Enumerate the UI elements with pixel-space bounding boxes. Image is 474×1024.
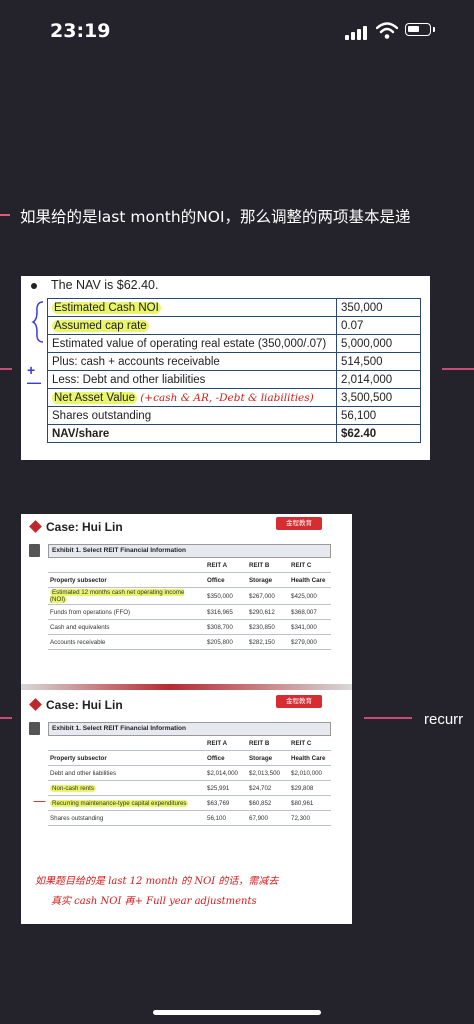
nav-row-label: Less: Debt and other liabilities [47, 370, 337, 389]
home-indicator[interactable] [153, 1010, 321, 1015]
nav-table: Estimated Cash NOI 350,000 Assumed cap ra… [47, 298, 421, 443]
nav-row-label: Plus: cash + accounts receivable [47, 352, 337, 371]
status-bar: 23:19 [0, 0, 474, 60]
note-bullet-dash [0, 214, 10, 216]
right-connector [442, 368, 474, 370]
case-slide-1: Case: Hui Lin 金程教育 Exhibit 1. Select REI… [21, 514, 352, 692]
brand-logo: 金程教育 [276, 517, 322, 530]
note-text: 如果给的是last month的NOI，那么调整的两项基本是递 [20, 208, 411, 226]
exhibit-table: Exhibit 1. Select REIT Financial Informa… [48, 544, 331, 650]
brace-icon [31, 301, 44, 343]
nav-row-label: Shares outstanding [47, 406, 337, 425]
circled-minus-mark: — [33, 794, 46, 809]
wifi-icon [376, 22, 398, 39]
plus-mark: + [27, 362, 36, 378]
bullet-icon [31, 283, 37, 289]
partial-right-text: recurr [424, 711, 464, 728]
nav-title: The NAV is $62.40. [51, 278, 159, 292]
cellular-signal-icon [345, 24, 369, 40]
nav-row-label: Estimated value of operating real estate… [47, 334, 337, 353]
nav-row-label: Net Asset Value (+cash & AR, -Debt & lia… [47, 388, 337, 407]
case-image-card[interactable]: Case: Hui Lin 金程教育 Exhibit 1. Select REI… [21, 514, 352, 924]
case-header: Case: Hui Lin [29, 698, 123, 712]
status-time: 23:19 [50, 20, 111, 42]
case-slide-2: Case: Hui Lin 金程教育 Exhibit 1. Select REI… [21, 692, 352, 870]
handwriting-line-2: 真实 cash NOI 再+ Full year adjustments [51, 896, 257, 907]
calculator-icon [29, 722, 40, 735]
nav-row-label: Estimated Cash NOI [47, 298, 337, 317]
nav-handwriting: (+cash & AR, -Debt & liabilities) [140, 391, 314, 404]
brand-logo: 金程教育 [276, 695, 322, 708]
left-connector [0, 368, 12, 370]
exhibit-table: Exhibit 1. Select REIT Financial Informa… [48, 722, 331, 826]
note-line[interactable]: 如果给的是last month的NOI，那么调整的两项基本是递 [0, 203, 474, 227]
left-connector [0, 717, 12, 719]
minus-mark: — [27, 374, 41, 390]
nav-image-card[interactable]: The NAV is $62.40. Estimated Cash NOI 350… [21, 276, 430, 460]
case-header: Case: Hui Lin [29, 520, 123, 534]
handwriting-line-1: 如果题目给的是 last 12 month 的 NOI 的话，需减去 [35, 876, 279, 887]
battery-icon [405, 23, 435, 36]
right-connector [364, 717, 412, 719]
calculator-icon [29, 544, 40, 557]
slide-divider [21, 684, 352, 690]
nav-row-label: NAV/share [47, 424, 337, 443]
nav-row-label: Assumed cap rate [47, 316, 337, 335]
